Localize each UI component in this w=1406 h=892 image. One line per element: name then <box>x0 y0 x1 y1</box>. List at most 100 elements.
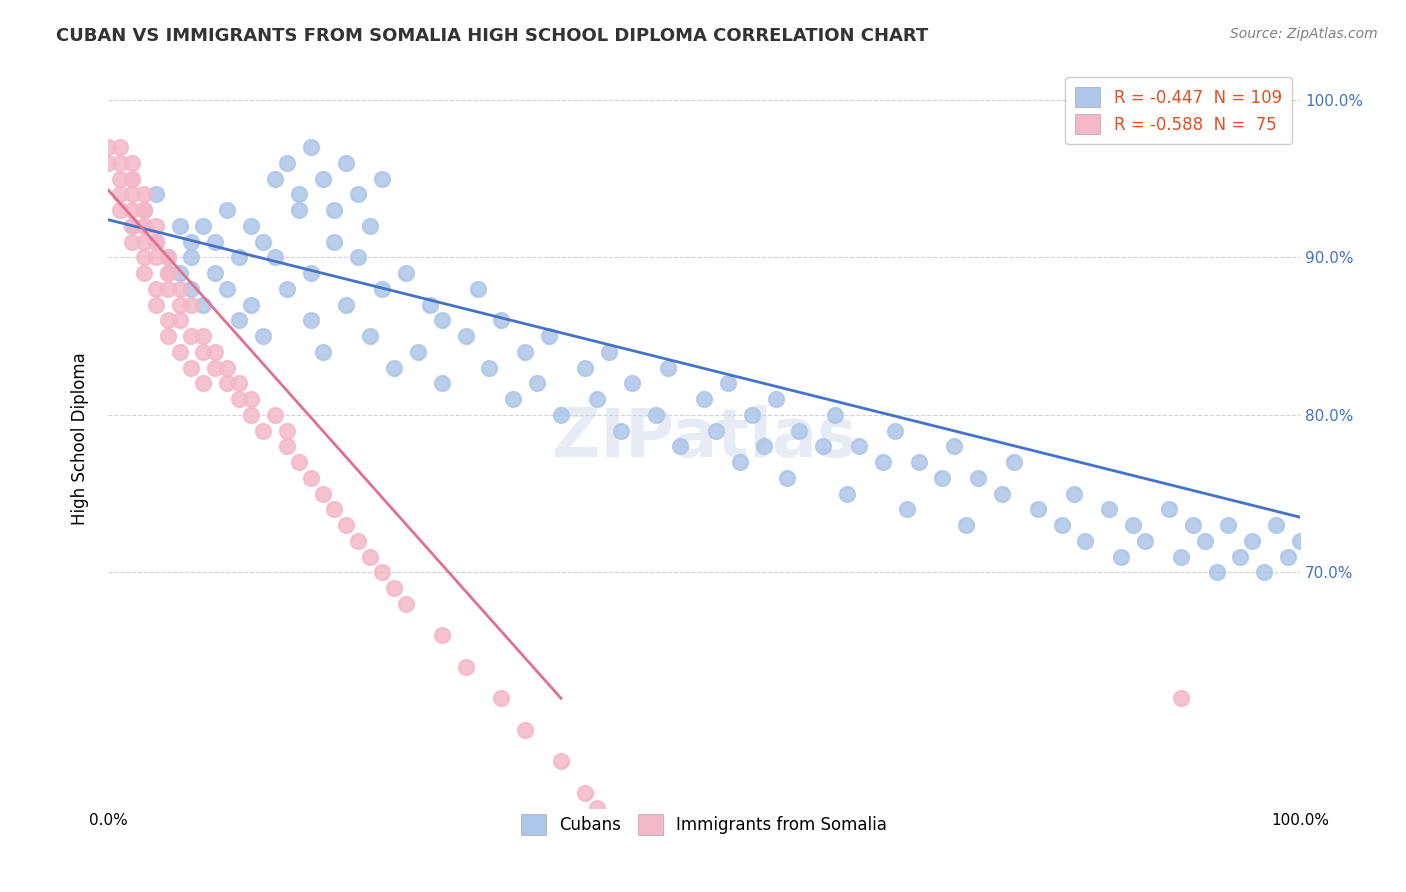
Point <box>287 187 309 202</box>
Point <box>180 298 202 312</box>
Point <box>204 235 226 249</box>
Point <box>347 251 370 265</box>
Point <box>108 187 131 202</box>
Point <box>193 376 215 391</box>
Point <box>132 203 155 218</box>
Point <box>574 360 596 375</box>
Point <box>430 313 453 327</box>
Point <box>419 298 441 312</box>
Point <box>145 219 167 233</box>
Point <box>193 329 215 343</box>
Point <box>526 376 548 391</box>
Point <box>132 235 155 249</box>
Point <box>1218 518 1240 533</box>
Point <box>217 282 239 296</box>
Point <box>931 471 953 485</box>
Point <box>169 313 191 327</box>
Point <box>335 156 357 170</box>
Text: ZIPatlas: ZIPatlas <box>551 406 856 472</box>
Point <box>467 282 489 296</box>
Point <box>537 329 560 343</box>
Point <box>991 486 1014 500</box>
Point <box>371 566 394 580</box>
Point <box>1157 502 1180 516</box>
Point <box>359 549 381 564</box>
Point <box>299 140 322 154</box>
Y-axis label: High School Diploma: High School Diploma <box>72 352 89 524</box>
Point <box>491 691 513 706</box>
Point <box>811 439 834 453</box>
Point <box>156 313 179 327</box>
Point <box>132 266 155 280</box>
Point <box>645 408 668 422</box>
Point <box>1205 566 1227 580</box>
Point <box>1194 533 1216 548</box>
Point <box>1098 502 1121 516</box>
Point <box>848 439 870 453</box>
Point <box>276 424 298 438</box>
Point <box>382 581 405 595</box>
Point <box>156 251 179 265</box>
Point <box>132 203 155 218</box>
Point <box>97 140 120 154</box>
Legend: Cubans, Immigrants from Somalia: Cubans, Immigrants from Somalia <box>510 805 897 845</box>
Point <box>550 408 572 422</box>
Point <box>121 171 143 186</box>
Point <box>193 219 215 233</box>
Point <box>835 486 858 500</box>
Point <box>180 235 202 249</box>
Point <box>287 203 309 218</box>
Point <box>193 345 215 359</box>
Point <box>1063 486 1085 500</box>
Text: CUBAN VS IMMIGRANTS FROM SOMALIA HIGH SCHOOL DIPLOMA CORRELATION CHART: CUBAN VS IMMIGRANTS FROM SOMALIA HIGH SC… <box>56 27 928 45</box>
Point <box>108 156 131 170</box>
Point <box>657 360 679 375</box>
Point <box>347 187 370 202</box>
Point <box>347 533 370 548</box>
Point <box>276 156 298 170</box>
Point <box>121 219 143 233</box>
Point <box>121 203 143 218</box>
Point <box>228 392 250 406</box>
Point <box>943 439 966 453</box>
Point <box>228 376 250 391</box>
Point <box>108 203 131 218</box>
Point <box>240 219 263 233</box>
Point <box>789 424 811 438</box>
Point <box>717 376 740 391</box>
Point <box>145 187 167 202</box>
Point <box>883 424 905 438</box>
Point <box>121 171 143 186</box>
Point <box>145 282 167 296</box>
Point <box>907 455 929 469</box>
Point <box>335 298 357 312</box>
Point <box>169 298 191 312</box>
Point <box>228 313 250 327</box>
Point <box>132 219 155 233</box>
Point <box>311 486 333 500</box>
Point <box>156 266 179 280</box>
Point <box>371 171 394 186</box>
Point <box>204 360 226 375</box>
Point <box>1074 533 1097 548</box>
Point <box>515 345 537 359</box>
Point <box>299 471 322 485</box>
Point <box>765 880 787 892</box>
Point <box>97 156 120 170</box>
Point <box>1050 518 1073 533</box>
Point <box>180 251 202 265</box>
Point <box>145 251 167 265</box>
Point <box>264 251 287 265</box>
Point <box>145 235 167 249</box>
Point <box>121 235 143 249</box>
Point <box>1002 455 1025 469</box>
Point <box>252 329 274 343</box>
Point <box>132 187 155 202</box>
Point <box>323 235 346 249</box>
Point <box>430 628 453 642</box>
Point <box>145 235 167 249</box>
Point <box>121 219 143 233</box>
Point <box>1170 691 1192 706</box>
Point <box>1133 533 1156 548</box>
Point <box>311 171 333 186</box>
